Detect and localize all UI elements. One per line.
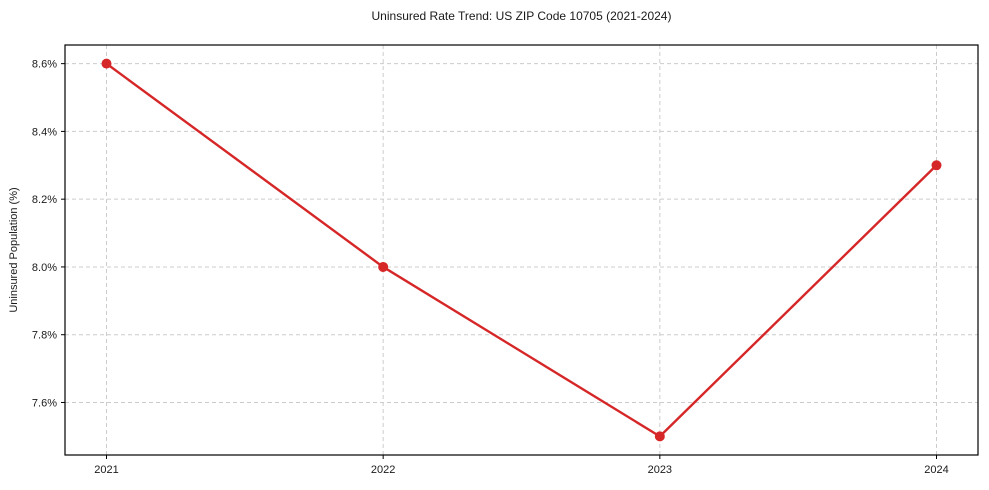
data-point-marker [378, 261, 389, 272]
y-axis-label: Uninsured Population (%) [8, 187, 20, 313]
data-point-marker [101, 58, 112, 69]
trend-line [105, 62, 938, 438]
y-tick-label: 8.4% [32, 126, 57, 138]
x-tick-label: 2024 [924, 464, 948, 476]
plot-border [64, 44, 979, 456]
x-tick-label: 2022 [371, 464, 395, 476]
y-tick-label: 8.2% [32, 194, 57, 206]
data-point-marker [654, 431, 665, 442]
y-tick-label: 8.0% [32, 262, 57, 274]
y-tick-label: 7.8% [32, 330, 57, 342]
data-point-marker [931, 160, 942, 171]
y-tick-label: 7.6% [32, 397, 57, 409]
x-tick-label: 2021 [94, 464, 118, 476]
x-tick-label: 2023 [648, 464, 672, 476]
y-tick-label: 8.6% [32, 59, 57, 71]
chart-title: Uninsured Rate Trend: US ZIP Code 10705 … [371, 9, 672, 23]
